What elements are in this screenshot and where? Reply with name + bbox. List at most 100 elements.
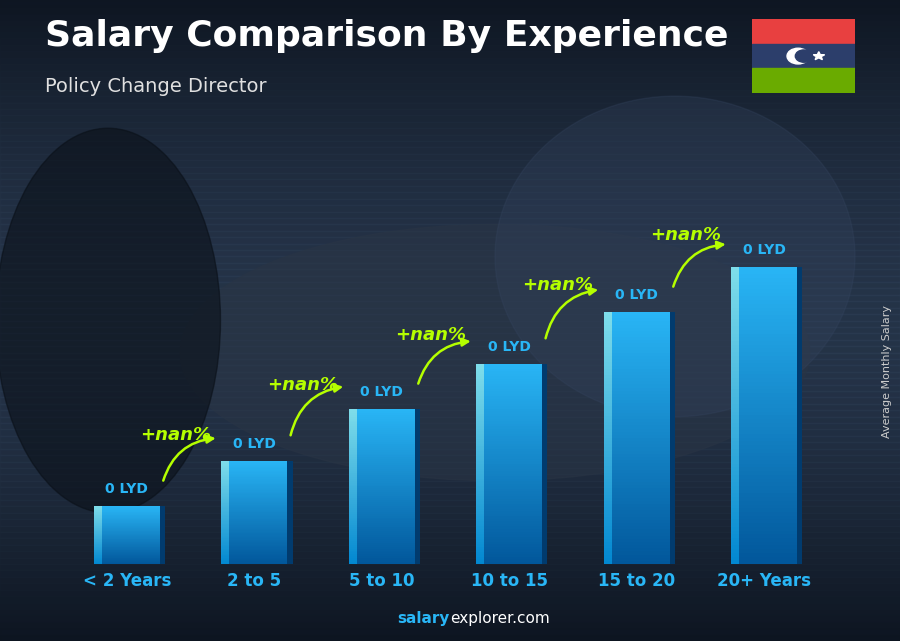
Bar bbox=[0, 256, 900, 263]
Bar bbox=[0, 6, 900, 13]
Bar bbox=[476, 386, 484, 388]
Bar bbox=[94, 562, 102, 563]
Bar bbox=[94, 540, 102, 541]
Bar bbox=[221, 520, 230, 521]
Bar bbox=[221, 493, 230, 494]
Bar bbox=[0, 615, 900, 622]
Bar bbox=[221, 551, 230, 553]
Bar bbox=[731, 382, 797, 386]
Bar bbox=[94, 520, 102, 521]
Bar bbox=[731, 415, 797, 419]
Bar bbox=[221, 546, 230, 547]
Bar bbox=[476, 404, 484, 406]
Bar bbox=[476, 517, 543, 519]
Bar bbox=[94, 541, 102, 542]
Bar bbox=[348, 467, 356, 469]
Bar bbox=[731, 531, 739, 535]
Text: 0 LYD: 0 LYD bbox=[488, 340, 531, 354]
Bar bbox=[348, 523, 415, 525]
Bar bbox=[476, 379, 543, 381]
Bar bbox=[348, 539, 356, 541]
Bar bbox=[731, 471, 797, 475]
Text: Average Monthly Salary: Average Monthly Salary bbox=[881, 305, 892, 438]
Bar bbox=[731, 486, 739, 490]
Bar bbox=[221, 492, 287, 493]
Bar bbox=[731, 434, 797, 438]
Bar bbox=[476, 534, 484, 537]
Bar bbox=[604, 410, 670, 413]
Bar bbox=[476, 386, 543, 388]
Bar bbox=[476, 481, 484, 484]
Bar bbox=[476, 437, 484, 439]
Bar bbox=[348, 479, 415, 481]
Bar bbox=[731, 374, 797, 378]
Bar bbox=[221, 540, 287, 541]
Bar bbox=[348, 413, 356, 415]
Bar bbox=[348, 477, 356, 479]
Bar bbox=[221, 551, 287, 553]
Bar bbox=[476, 363, 484, 366]
Bar bbox=[94, 523, 160, 524]
Bar bbox=[94, 507, 102, 508]
Bar bbox=[348, 488, 356, 490]
Bar bbox=[476, 431, 484, 434]
Bar bbox=[604, 403, 670, 406]
Bar bbox=[0, 314, 900, 320]
Bar bbox=[94, 517, 102, 519]
Bar bbox=[604, 435, 612, 438]
Bar bbox=[348, 533, 356, 535]
Ellipse shape bbox=[495, 96, 855, 417]
Bar bbox=[348, 537, 415, 539]
Bar bbox=[476, 441, 484, 444]
Bar bbox=[476, 549, 484, 551]
Bar bbox=[221, 555, 287, 556]
Bar bbox=[731, 285, 797, 289]
Bar bbox=[476, 426, 484, 429]
Bar bbox=[0, 545, 900, 551]
Bar bbox=[476, 374, 484, 376]
Bar bbox=[0, 577, 900, 583]
Bar bbox=[348, 440, 415, 442]
Bar bbox=[348, 460, 415, 462]
Bar bbox=[0, 301, 900, 308]
Bar bbox=[604, 476, 670, 479]
Bar bbox=[604, 400, 670, 403]
Bar bbox=[94, 538, 160, 539]
Bar bbox=[731, 281, 797, 285]
Bar bbox=[221, 533, 287, 535]
Bar bbox=[731, 293, 739, 296]
Bar bbox=[221, 499, 230, 501]
Bar bbox=[476, 404, 543, 406]
Bar bbox=[731, 460, 739, 463]
Bar bbox=[221, 470, 230, 471]
Bar bbox=[476, 494, 484, 496]
Bar bbox=[476, 514, 484, 517]
Bar bbox=[476, 413, 484, 416]
Bar bbox=[476, 409, 484, 412]
Bar bbox=[221, 526, 287, 528]
Bar bbox=[221, 522, 287, 524]
Bar bbox=[348, 553, 415, 554]
Bar bbox=[0, 429, 900, 436]
Bar bbox=[348, 529, 415, 531]
Bar bbox=[221, 476, 287, 478]
Bar bbox=[348, 556, 356, 558]
Bar bbox=[221, 465, 230, 466]
Bar bbox=[348, 430, 356, 432]
Bar bbox=[731, 397, 739, 401]
Circle shape bbox=[787, 48, 809, 64]
Bar bbox=[731, 333, 739, 337]
Bar bbox=[731, 519, 739, 523]
Bar bbox=[0, 109, 900, 115]
Bar bbox=[348, 498, 415, 500]
Bar bbox=[0, 468, 900, 474]
Bar bbox=[731, 345, 739, 349]
Bar bbox=[731, 430, 797, 434]
Bar bbox=[604, 457, 670, 460]
Bar bbox=[221, 493, 287, 494]
Bar bbox=[94, 511, 160, 512]
Bar bbox=[221, 488, 287, 489]
Bar bbox=[94, 546, 102, 547]
Bar bbox=[221, 517, 230, 519]
Bar bbox=[221, 474, 230, 475]
